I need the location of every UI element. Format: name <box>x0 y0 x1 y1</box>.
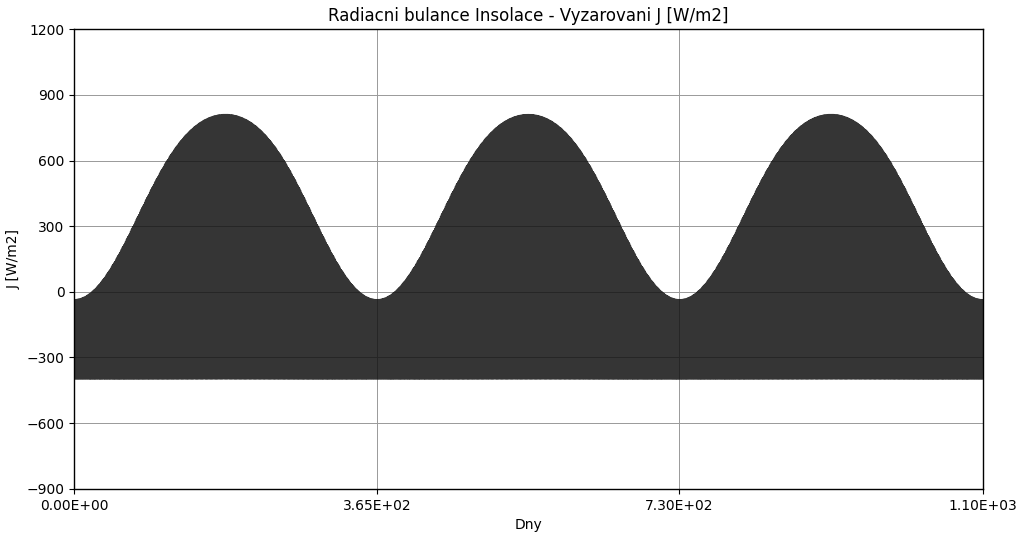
Y-axis label: J [W/m2]: J [W/m2] <box>7 229 20 289</box>
Title: Radiacni bulance Insolace - Vyzarovani J [W/m2]: Radiacni bulance Insolace - Vyzarovani J… <box>329 7 729 25</box>
X-axis label: Dny: Dny <box>515 518 543 532</box>
